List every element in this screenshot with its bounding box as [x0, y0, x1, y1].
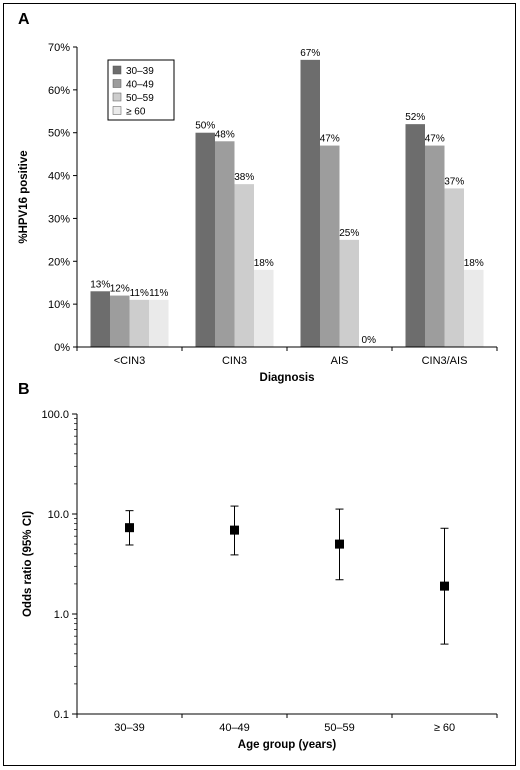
x-tick-label: AIS: [331, 355, 349, 367]
bar: [464, 269, 484, 347]
legend-swatch: [112, 106, 122, 115]
x-tick-label: CIN3/AIS: [422, 355, 468, 367]
legend: 30–39 40–49 50–59 ≥ 60: [107, 59, 175, 121]
bar: [405, 124, 425, 348]
data-label: 47%: [425, 134, 445, 145]
bar: [254, 269, 274, 347]
bar: [320, 145, 340, 347]
x-tick-label: 40–49: [219, 722, 250, 734]
legend-label: ≥ 60: [126, 107, 146, 118]
legend-label: 30–39: [126, 66, 154, 77]
point-group: [125, 505, 449, 645]
x-tick-label: <CIN3: [114, 355, 146, 367]
legend-swatch: [112, 79, 122, 88]
data-label: 12%: [110, 284, 130, 295]
bar: [425, 145, 445, 347]
bar: [129, 299, 149, 347]
point-marker: [125, 523, 134, 533]
bar: [90, 291, 110, 347]
data-label: 13%: [90, 279, 110, 290]
bar: [215, 141, 235, 347]
panel-a-letter: A: [18, 11, 30, 28]
y-tick-label: 100.0: [41, 409, 69, 421]
bar: [110, 295, 130, 347]
bar: [300, 59, 320, 347]
x-axis-title: Age group (years): [238, 739, 337, 751]
legend-label: 40–49: [126, 80, 154, 91]
y-axis-title: %HPV16 positive: [18, 150, 30, 243]
y-tick-label: 60%: [48, 85, 70, 97]
x-tick-label: 50–59: [324, 722, 355, 734]
y-tick-label: 10%: [48, 299, 70, 311]
x-axis-title: Diagnosis: [260, 372, 315, 384]
data-label: 25%: [339, 228, 359, 239]
panel-a-bar-chart: A 0% 10% 20% 30% 40% 50% 60% 70% <CIN3 CIN3 AIS CI…: [18, 11, 498, 384]
data-label: 0%: [362, 335, 377, 346]
y-tick-label: 50%: [48, 128, 70, 140]
data-label: 11%: [149, 288, 168, 299]
x-tick-label: ≥ 60: [434, 722, 455, 734]
point-marker: [440, 581, 449, 591]
bar: [444, 188, 464, 347]
point-marker: [335, 539, 344, 549]
bar-group: [90, 59, 484, 348]
data-label: 50%: [195, 121, 215, 132]
legend-swatch: [112, 65, 122, 75]
bar: [234, 184, 254, 347]
data-label: 38%: [234, 172, 254, 183]
x-tick-label: 30–39: [114, 722, 145, 734]
y-axis-title: Odds ratio (95% CI): [22, 511, 34, 617]
data-label: 47%: [320, 134, 340, 145]
y-tick-label: 30%: [48, 213, 70, 225]
panel-b-odds-ratio-chart: B 0.1 1.0 10.0 100.0 30–39 40–49 50–59 ≥ 60 Od…: [18, 381, 498, 751]
data-label: 67%: [300, 48, 320, 59]
data-label: 18%: [464, 258, 484, 269]
bar: [339, 239, 359, 347]
data-label: 52%: [405, 112, 425, 123]
legend-label: 50–59: [126, 93, 154, 104]
data-label: 11%: [130, 288, 149, 299]
legend-swatch: [112, 92, 122, 102]
figure-frame: [3, 3, 516, 766]
y-tick-label: 0%: [54, 342, 70, 354]
axes: [76, 414, 497, 715]
x-ticks: <CIN3 CIN3 AIS CIN3/AIS: [76, 347, 498, 367]
y-tick-label: 0.1: [54, 709, 69, 721]
x-tick-label: CIN3: [222, 355, 247, 367]
y-tick-label: 1.0: [54, 609, 69, 621]
y-tick-label: 10.0: [48, 509, 69, 521]
bar: [195, 132, 215, 347]
y-ticks: 0.1 1.0 10.0 100.0: [41, 409, 77, 721]
bar: [149, 299, 169, 347]
panel-b-letter: B: [18, 381, 30, 398]
y-ticks: 0% 10% 20% 30% 40% 50% 60% 70%: [48, 42, 77, 354]
x-ticks: 30–39 40–49 50–59 ≥ 60: [76, 714, 498, 734]
data-label: 18%: [254, 258, 274, 269]
data-label: 48%: [215, 129, 235, 140]
data-label: 37%: [444, 176, 464, 187]
point-marker: [230, 525, 239, 535]
y-tick-label: 20%: [48, 256, 70, 268]
data-labels: 13% 50% 67% 52% 12% 48% 47% 47% 11% 38% 25% 37% 11% 1…: [90, 48, 484, 346]
y-tick-label: 40%: [48, 171, 70, 183]
y-tick-label: 70%: [48, 42, 70, 54]
